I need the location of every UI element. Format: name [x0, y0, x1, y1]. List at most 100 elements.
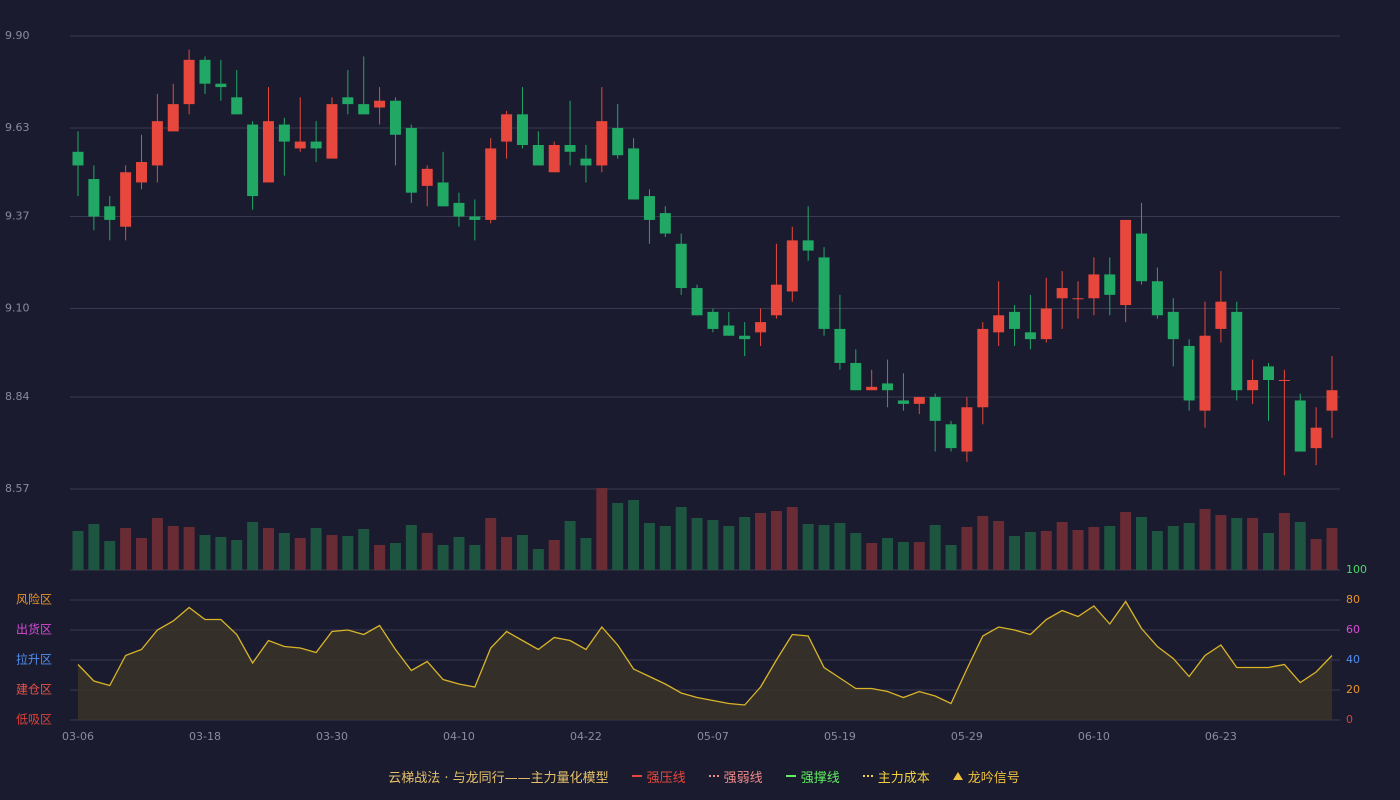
- indicator-line: [77, 600, 1333, 706]
- volume-bar: [1104, 526, 1116, 570]
- volume-bar: [167, 526, 179, 570]
- volume-bar: [1136, 517, 1148, 570]
- x-tick-label: 03-06: [62, 730, 94, 743]
- candle-body: [770, 284, 782, 316]
- candle-body: [120, 172, 132, 227]
- candle-body: [167, 104, 179, 132]
- candle-body: [1104, 274, 1116, 295]
- y-tick-label: 80: [1346, 593, 1360, 606]
- candle-body: [326, 104, 338, 159]
- candle-body: [453, 202, 465, 217]
- volume-bar: [675, 507, 687, 570]
- candle-body: [1326, 390, 1338, 411]
- volume-bar: [1009, 536, 1021, 570]
- legend-label: 龙吟信号: [967, 770, 1020, 786]
- candle-body: [374, 100, 386, 108]
- candle-body: [405, 127, 417, 193]
- candle-body: [151, 121, 163, 166]
- candle-body: [342, 97, 354, 105]
- candle-body: [1215, 301, 1227, 329]
- volume-bar: [1278, 513, 1290, 570]
- volume-bar: [262, 528, 274, 570]
- y-tick-label: 8.84: [5, 390, 30, 403]
- volume-bar: [882, 538, 894, 570]
- candle-body: [104, 206, 116, 220]
- zone-label: 建仓区: [16, 683, 52, 697]
- volume-bar: [643, 523, 655, 570]
- volume-bar: [659, 526, 671, 570]
- legend-item: 强弱线: [708, 767, 763, 786]
- volume-bar: [231, 540, 243, 570]
- candle-body: [88, 179, 100, 217]
- y-tick-label: 100: [1346, 563, 1367, 576]
- volume-bar: [374, 545, 386, 570]
- volume-bar: [1088, 527, 1100, 570]
- volume-bar: [993, 521, 1005, 570]
- volume-bar: [596, 488, 608, 570]
- candle-body: [183, 59, 195, 105]
- marker-triangle: [952, 772, 963, 780]
- legend-marker: [952, 772, 963, 780]
- volume-bar: [1326, 528, 1338, 570]
- volume-bar: [612, 503, 624, 570]
- candle-body: [1136, 233, 1148, 282]
- x-tick-label: 03-18: [189, 730, 221, 743]
- volume-bar: [151, 518, 163, 570]
- candle-body: [278, 124, 290, 142]
- volume-bar: [897, 542, 909, 570]
- volume-bar: [104, 541, 116, 570]
- volume-bar: [88, 524, 100, 570]
- candle-body: [516, 114, 528, 145]
- candle-body: [358, 104, 370, 115]
- volume-bar: [501, 537, 513, 570]
- candle-body: [1072, 298, 1084, 300]
- x-tick-label: 05-19: [824, 730, 856, 743]
- volume-bar: [516, 535, 528, 570]
- volume-bar: [707, 520, 719, 570]
- volume-bar: [739, 517, 751, 570]
- y-tick-label: 60: [1346, 623, 1360, 636]
- candle-body: [1040, 308, 1052, 340]
- indicator-area: [78, 601, 1332, 720]
- volume-bar: [342, 536, 354, 570]
- legend-marker: [862, 775, 873, 777]
- candle-body: [1247, 380, 1259, 391]
- x-tick-label: 06-10: [1078, 730, 1110, 743]
- x-tick-label: 03-30: [316, 730, 348, 743]
- candle-body: [580, 158, 592, 166]
- zone-label: 拉升区: [16, 652, 52, 667]
- volume-bar: [977, 516, 989, 570]
- candle-body: [437, 182, 449, 207]
- candle-body: [1024, 332, 1036, 340]
- volume-bar: [786, 507, 798, 570]
- candle-body: [596, 121, 608, 166]
- volume-bar: [770, 511, 782, 570]
- x-tick-label: 06-23: [1205, 730, 1237, 743]
- candle-body: [1199, 335, 1211, 411]
- volume-bar: [818, 525, 830, 570]
- candle-body: [739, 335, 751, 340]
- volume-bar: [421, 533, 433, 570]
- volume-bar: [294, 538, 306, 570]
- zone-label: 风险区: [16, 592, 52, 607]
- legend-item: 龙吟信号: [952, 767, 1020, 786]
- candle-body: [691, 288, 703, 316]
- candle-body: [786, 240, 798, 292]
- volume-bar: [310, 528, 322, 570]
- candle-body: [72, 151, 84, 166]
- candle-body: [421, 168, 433, 186]
- volume-bar: [405, 525, 417, 570]
- candle-body: [675, 243, 687, 289]
- candle-body: [850, 362, 862, 391]
- y-tick-label: 20: [1346, 683, 1360, 696]
- candle-body: [1120, 219, 1132, 306]
- candle-body: [294, 141, 306, 149]
- x-tick-label: 04-10: [443, 730, 475, 743]
- volume-bar: [1072, 530, 1084, 570]
- volume-bar: [834, 523, 846, 570]
- volume-bar: [326, 535, 338, 570]
- legend-item: 主力成本: [862, 767, 930, 786]
- volume-bar: [1263, 533, 1275, 570]
- candle-body: [231, 97, 243, 115]
